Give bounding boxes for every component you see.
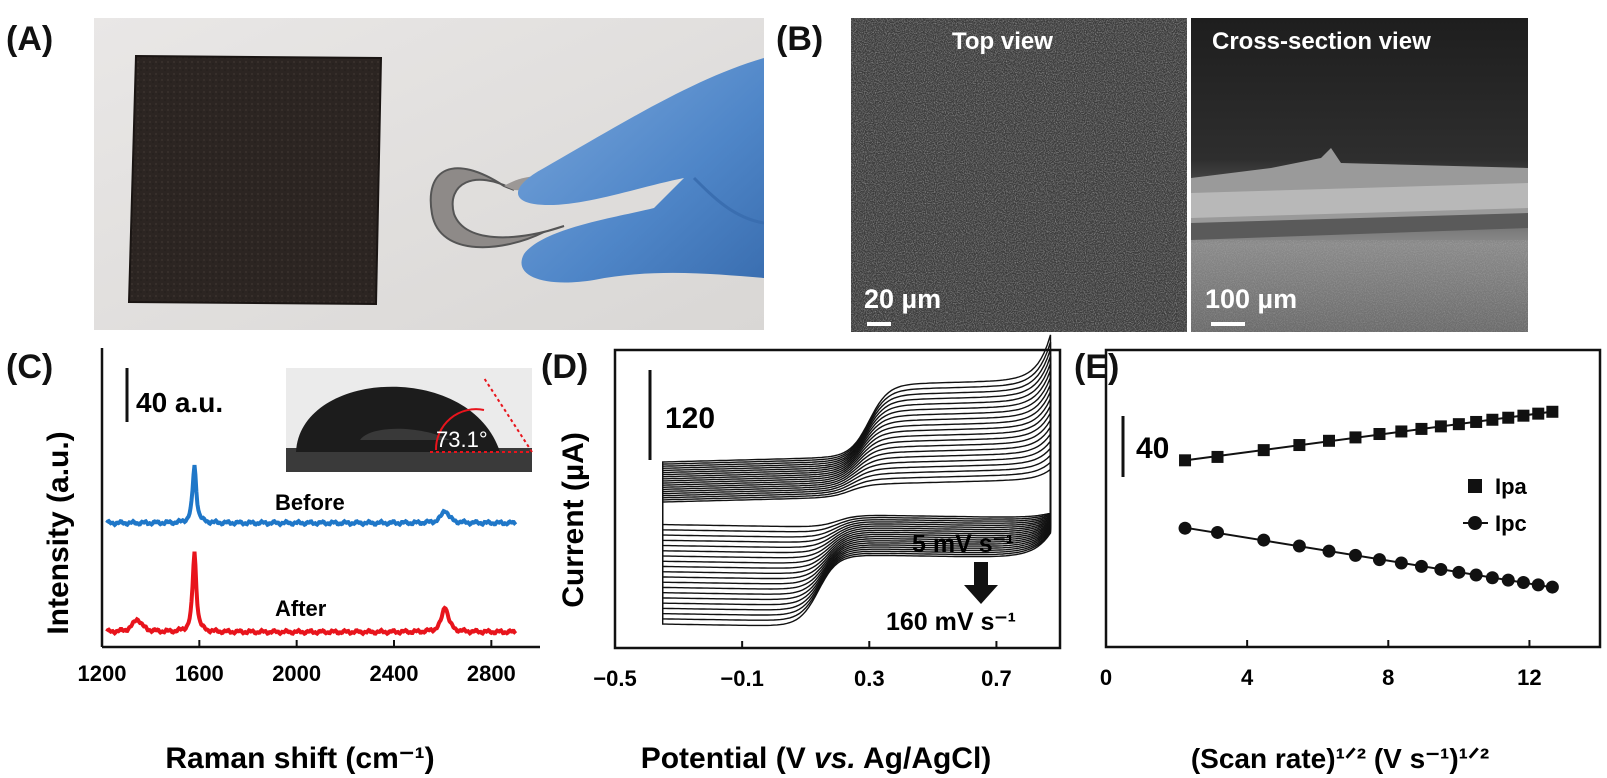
peak-xtick-label-0: 0 [1100, 665, 1112, 690]
cv-annotation-start: 5 mV s⁻¹ [912, 530, 1014, 558]
point-ipc-5 [1348, 548, 1362, 562]
top-view-label: Top view [952, 28, 1053, 55]
chart-peak-current: 0 4 8 12 40 Ipa Ipc (Scan rate)¹ᐟ² (V s⁻¹)¹… [1100, 348, 1602, 774]
point-ipc-1 [1211, 525, 1225, 539]
black-film-sheet [127, 54, 383, 306]
cv-plot-frame [613, 348, 1062, 650]
point-ipc-3 [1292, 539, 1306, 553]
cv-xtick-label-3: 0.7 [981, 666, 1012, 691]
point-ipc-6 [1372, 553, 1386, 567]
raman-xtick-label-0: 1200 [78, 661, 127, 686]
point-ipa-15 [1532, 407, 1545, 420]
point-ipc-16 [1545, 580, 1559, 594]
point-ipa-2 [1257, 444, 1270, 457]
cv-ylabel: Current (µA) [557, 432, 590, 608]
point-ipc-14 [1516, 576, 1530, 590]
chart-cv: −0.5 −0.1 0.3 0.7 120 5 mV s⁻¹ 160 mV s⁻¹ P… [557, 334, 1062, 775]
series-line-before [105, 464, 518, 528]
point-ipc-9 [1434, 562, 1448, 576]
point-ipc-7 [1394, 556, 1408, 570]
point-ipc-8 [1414, 559, 1428, 573]
cv-scalebar-label: 120 [665, 402, 715, 435]
scalebar-cross [1211, 322, 1245, 326]
peak-xtick-label-3: 12 [1517, 665, 1541, 690]
raman-axes [100, 348, 540, 649]
panel-a-photo [94, 18, 764, 330]
panel-b-sem [851, 18, 1528, 332]
peak-xtick-label-2: 8 [1382, 665, 1394, 690]
raman-xtick-label-1: 1600 [175, 661, 224, 686]
point-ipc-0 [1178, 521, 1192, 535]
point-ipc-2 [1257, 533, 1271, 547]
series-label-before: Before [275, 490, 345, 515]
point-ipa-0 [1179, 454, 1192, 467]
cross-scalebar-label: 100 µm [1205, 284, 1298, 314]
point-ipa-1 [1211, 450, 1224, 463]
cv-xlabel: Potential (V vs. Ag/AgCl) [641, 742, 992, 775]
peak-xtick-label-1: 4 [1241, 665, 1254, 690]
point-ipc-13 [1501, 573, 1515, 587]
bent-film [429, 167, 565, 249]
panel-label-b: (B) [776, 20, 824, 58]
point-ipc-15 [1531, 578, 1545, 592]
point-ipa-6 [1373, 428, 1386, 441]
panel-label-c: (C) [6, 348, 54, 386]
cv-annotation-end: 160 mV s⁻¹ [886, 608, 1016, 636]
point-ipa-3 [1293, 439, 1306, 452]
legend-marker-ipc [1468, 516, 1482, 530]
contact-angle-inset: 73.1° [286, 368, 533, 472]
glove [517, 58, 764, 283]
legend-label-ipa: Ipa [1495, 474, 1528, 499]
cross-section-label: Cross-section view [1212, 28, 1431, 55]
raman-xtick-label-2: 2000 [272, 661, 321, 686]
point-ipc-10 [1452, 565, 1466, 579]
panel-label-a: (A) [6, 20, 54, 58]
point-ipa-16 [1546, 405, 1559, 418]
series-line-after [105, 551, 518, 637]
point-ipa-8 [1415, 422, 1428, 435]
legend-label-ipc: Ipc [1495, 511, 1527, 536]
cv-curve-19 [662, 334, 1052, 627]
point-ipa-4 [1323, 434, 1336, 447]
peak-legend: Ipa Ipc [1463, 474, 1528, 536]
chart-raman: 1200 1600 2000 2400 2800 40 a.u. 73.1° Befor… [42, 348, 540, 775]
cv-arrow-down [964, 562, 998, 604]
cv-xtick-label-1: −0.1 [720, 666, 763, 691]
peak-xlabel: (Scan rate)¹ᐟ² (V s⁻¹)¹ᐟ² [1191, 743, 1489, 774]
point-ipa-7 [1395, 425, 1408, 438]
peak-plot-frame [1104, 348, 1602, 649]
point-ipc-4 [1322, 544, 1336, 558]
raman-xlabel: Raman shift (cm⁻¹) [165, 742, 434, 775]
point-ipa-13 [1502, 411, 1515, 424]
point-ipa-14 [1517, 409, 1530, 422]
raman-scalebar-label: 40 a.u. [136, 387, 223, 418]
point-ipa-9 [1434, 420, 1447, 433]
contact-angle-label: 73.1° [436, 427, 488, 452]
panel-label-e: (E) [1074, 348, 1120, 386]
peak-scalebar-label: 40 [1136, 432, 1169, 465]
raman-ylabel: Intensity (a.u.) [42, 431, 75, 634]
series-label-after: After [275, 596, 327, 621]
point-ipa-5 [1349, 431, 1362, 444]
scalebar-top [867, 322, 891, 326]
point-ipc-11 [1469, 568, 1483, 582]
raman-xtick-label-4: 2800 [467, 661, 516, 686]
legend-marker-ipa [1468, 479, 1482, 493]
raman-xtick-label-3: 2400 [370, 661, 419, 686]
top-scalebar-label: 20 µm [864, 284, 942, 314]
point-ipa-11 [1470, 415, 1483, 428]
cv-curve-16 [662, 355, 1052, 611]
cv-xtick-label-0: −0.5 [593, 666, 636, 691]
cv-xtick-label-2: 0.3 [854, 666, 885, 691]
panel-label-d: (D) [541, 348, 589, 386]
point-ipc-12 [1485, 571, 1499, 585]
point-ipa-12 [1486, 413, 1499, 426]
cv-curve-12 [662, 384, 1052, 590]
point-ipa-10 [1452, 418, 1465, 431]
